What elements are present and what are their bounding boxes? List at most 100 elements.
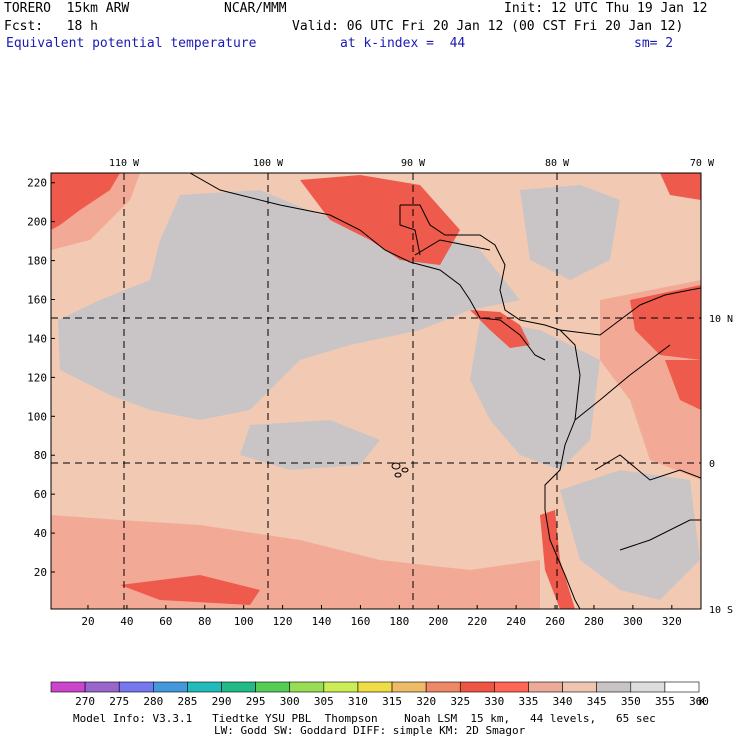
init-time: Init: 12 UTC Thu 19 Jan 12: [504, 1, 708, 16]
colorbar-swatch: [425, 681, 461, 693]
model-title: TORERO 15km ARW: [4, 1, 130, 16]
theta-e-field: [51, 173, 701, 609]
colorbar-label: 355: [655, 695, 675, 708]
center-name: NCAR/MMM: [224, 1, 287, 16]
colorbar: 270 275 280 285 290 295 300 305 310 315 320 325 330 3…: [50, 681, 709, 708]
colorbar-label: 330: [484, 695, 504, 708]
theta-e-335k-venezuela: [630, 285, 701, 360]
colorbar-swatch: [459, 681, 495, 693]
latitude-label: 0: [709, 459, 715, 470]
forecast-hour: Fcst: 18 h: [4, 19, 98, 34]
longitude-labels: 110 W 100 W 90 W 80 W 70 W: [109, 158, 715, 169]
coastline-central-america: [189, 173, 546, 361]
longitude-label: 100 W: [253, 158, 284, 169]
x-tick-label: 200: [428, 615, 448, 628]
colorbar-swatch: [391, 681, 427, 693]
x-tick-label: 100: [234, 615, 254, 628]
y-tick-label: 160: [27, 294, 47, 307]
longitude-label: 70 W: [690, 158, 715, 169]
galapagos-island: [391, 462, 401, 470]
y-axis-ticks: 220 200 180 160 140 120 100 80 60 40 20: [27, 177, 55, 579]
x-axis-ticks: 20 40 60 80 100 120 140 160 180 200 220 240 260 280 30…: [81, 605, 682, 628]
colorbar-label: 345: [587, 695, 607, 708]
theta-e-335k-central-america: [300, 175, 460, 265]
theta-e-335k-northwest: [51, 173, 120, 230]
x-tick-label: 160: [350, 615, 370, 628]
colorbar-label: 360: [689, 695, 709, 708]
y-tick-label: 220: [27, 177, 47, 190]
y-tick-label: 20: [34, 566, 47, 579]
theta-e-345k-patch-east: [470, 320, 600, 470]
colorbar-swatch: [289, 681, 325, 693]
colorbar-swatch: [357, 681, 393, 693]
x-tick-label: 300: [623, 615, 643, 628]
level-info: at k-index = 44: [340, 36, 466, 51]
longitude-label: 110 W: [109, 158, 140, 169]
colorbar-label: 285: [177, 695, 197, 708]
y-tick-label: 80: [34, 449, 47, 462]
lat-lon-grid: [51, 173, 701, 609]
coastline-south-america-west: [544, 329, 581, 609]
galapagos-island: [394, 472, 402, 478]
valid-time: Valid: 06 UTC Fri 20 Jan 12 (00 CST Fri …: [292, 19, 684, 34]
colorbar-swatch: [630, 681, 666, 693]
y-tick-label: 100: [27, 410, 47, 423]
x-tick-label: 80: [198, 615, 211, 628]
colorbar-label: 310: [348, 695, 368, 708]
theta-e-335k-costa-rica: [470, 310, 530, 348]
colorbar-label: 295: [246, 695, 266, 708]
longitude-label: 90 W: [401, 158, 426, 169]
colorbar-unit: K: [699, 695, 706, 708]
x-tick-label: 220: [467, 615, 487, 628]
coastlines: [189, 173, 701, 609]
x-tick-label: 240: [506, 615, 526, 628]
colorbar-swatch: [562, 681, 597, 693]
x-tick-label: 280: [584, 615, 604, 628]
model-info-line1: Model Info: V3.3.1 Tiedtke YSU PBL Thomp…: [73, 712, 656, 725]
y-tick-label: 60: [34, 488, 47, 501]
border-honduras: [414, 239, 491, 256]
colorbar-label: 290: [212, 695, 232, 708]
colorbar-label: 325: [450, 695, 470, 708]
colorbar-swatch: [221, 681, 256, 693]
model-info-line2: LW: Godd SW: Goddard DIFF: simple KM: 2D…: [214, 724, 526, 737]
galapagos-island: [401, 467, 409, 473]
theta-e-345k-patch-north: [520, 185, 620, 280]
x-tick-label: 40: [120, 615, 133, 628]
border-peru: [594, 454, 701, 481]
colorbar-swatch: [187, 681, 222, 693]
coastline-south-america-north: [559, 287, 701, 336]
colorbar-label: 270: [75, 695, 95, 708]
colorbar-label: 300: [280, 695, 300, 708]
colorbar-label: 280: [143, 695, 163, 708]
colorbar-swatch: [50, 681, 86, 693]
colorbar-swatch: [118, 681, 154, 693]
y-tick-label: 120: [27, 371, 47, 384]
x-tick-label: 60: [159, 615, 172, 628]
y-tick-label: 180: [27, 255, 47, 268]
colorbar-swatch: [255, 681, 291, 693]
colorbar-label: 315: [382, 695, 402, 708]
theta-e-335k-northeast: [660, 173, 701, 200]
border-guatemala: [399, 205, 421, 256]
theta-e-345k-patch-andes: [560, 470, 700, 600]
theta-e-335k-colombia: [665, 360, 701, 410]
colorbar-label: 340: [553, 695, 573, 708]
colorbar-swatch: [153, 681, 188, 693]
x-tick-label: 20: [81, 615, 94, 628]
colorbar-label: 320: [416, 695, 436, 708]
latitude-labels: 10 N 0 10 S: [709, 314, 733, 616]
y-tick-label: 200: [27, 216, 47, 229]
x-tick-label: 180: [389, 615, 409, 628]
border-bolivia: [619, 519, 701, 551]
colorbar-label: 350: [621, 695, 641, 708]
colorbar-label: 305: [314, 695, 334, 708]
colorbar-swatch: [528, 681, 563, 693]
smoothing-info: sm= 2: [634, 36, 674, 51]
colorbar-swatch: [596, 681, 632, 693]
theta-e-345k-patch-west: [240, 420, 380, 470]
longitude-label: 80 W: [545, 158, 570, 169]
colorbar-swatch: [664, 681, 700, 693]
latitude-label: 10 N: [709, 314, 733, 325]
